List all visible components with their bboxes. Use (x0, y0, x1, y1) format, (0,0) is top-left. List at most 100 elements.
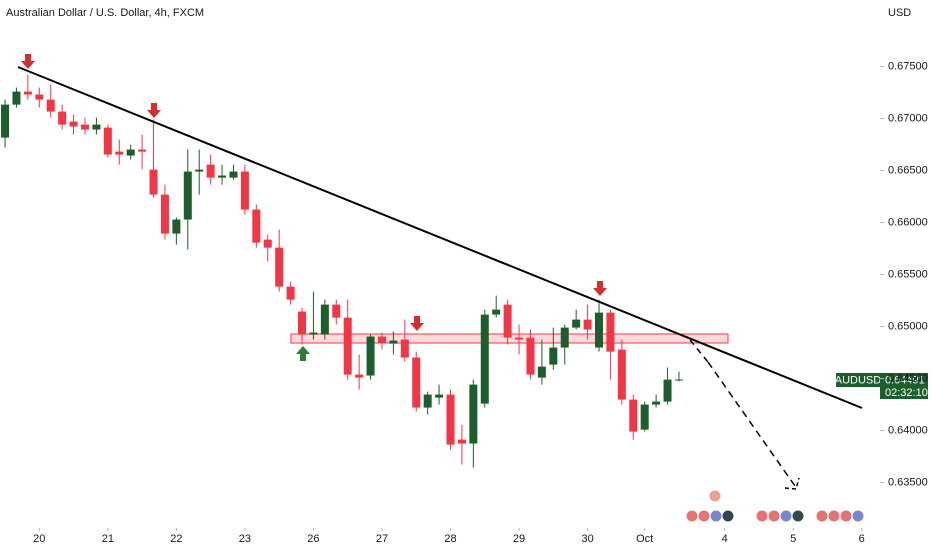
event-icon (709, 509, 723, 523)
x-tick-label: Oct (636, 533, 653, 545)
candle-body (286, 286, 295, 300)
candle-body (1, 104, 10, 138)
event-icon (851, 509, 865, 523)
candle-body (355, 374, 364, 378)
candle-body (412, 357, 421, 408)
symbol-label: AUDUSD (835, 374, 882, 386)
projection-down (707, 361, 796, 487)
candle-body (138, 149, 147, 152)
candle-body (583, 319, 592, 330)
x-tick-label: 26 (307, 533, 319, 545)
candle-body (674, 379, 683, 381)
candle-body (606, 312, 615, 352)
projection-up (689, 339, 709, 363)
candle-body (629, 399, 638, 432)
event-icon (839, 509, 853, 523)
y-tick-label: 0.66500 (888, 164, 928, 176)
x-tick-label: 22 (170, 533, 182, 545)
candle-body (435, 394, 444, 398)
x-tick-label: 30 (581, 533, 593, 545)
candle-body (377, 336, 386, 343)
event-icon (721, 509, 735, 523)
candle-body (12, 91, 21, 105)
y-tick-label: 0.64500 (888, 372, 928, 384)
candle-body (80, 124, 89, 130)
x-tick-label: 6 (859, 533, 865, 545)
candles (1, 74, 683, 468)
candle-body (206, 164, 215, 178)
x-tick-label: 4 (722, 533, 728, 545)
x-tick-label: 27 (376, 533, 388, 545)
candle-body (298, 311, 307, 335)
candle-body (240, 171, 249, 210)
candle-body (572, 319, 581, 328)
x-tick-label: 29 (513, 533, 525, 545)
y-tick-label: 0.65000 (888, 320, 928, 332)
y-tick-label: 0.67000 (888, 112, 928, 124)
candle-body (469, 384, 478, 444)
countdown: 02:32:10 (885, 387, 928, 399)
candle-body (229, 171, 238, 178)
event-icon (708, 489, 722, 503)
y-tick-label: 0.66000 (888, 216, 928, 228)
event-icon (697, 509, 711, 523)
candle-body (400, 339, 409, 358)
candle-body (149, 169, 158, 195)
candle-body (92, 124, 101, 130)
x-tick-label: 21 (102, 533, 114, 545)
down-arrow (593, 281, 607, 296)
candle-body (23, 91, 32, 95)
candle-body (366, 336, 375, 376)
price-tag (880, 373, 928, 399)
candle-body (183, 171, 192, 220)
candle-body (252, 209, 261, 243)
candle-body (617, 349, 626, 400)
candle-body (537, 366, 546, 378)
candle-body (663, 379, 672, 402)
candle-body (503, 304, 512, 338)
event-icon (685, 509, 699, 523)
candle-body (126, 149, 135, 156)
event-icon (767, 509, 781, 523)
candle-body (58, 111, 67, 125)
event-icon (755, 509, 769, 523)
projection-arrow-head (784, 477, 800, 490)
candle-body (332, 304, 341, 318)
candle-body (640, 404, 649, 430)
symbol-tag (836, 373, 880, 387)
candle-body (160, 194, 169, 234)
down-arrow (410, 316, 424, 331)
candle-body (275, 247, 284, 287)
down-arrows (21, 54, 607, 331)
up-arrow (296, 346, 310, 361)
candle-body (526, 337, 535, 375)
candle-body (218, 175, 227, 178)
candle-body (480, 314, 489, 404)
trend-line (17, 66, 863, 409)
candle-body (35, 94, 44, 100)
candle-body (515, 337, 524, 340)
down-arrow (21, 54, 35, 69)
candle-body (46, 99, 55, 112)
candle-body (103, 127, 112, 155)
x-tick-label: 20 (33, 533, 45, 545)
event-icon (827, 509, 841, 523)
candle-body (652, 401, 661, 405)
candle-body (389, 340, 398, 344)
candle-body (446, 394, 455, 445)
x-tick-label: 23 (239, 533, 251, 545)
y-tick-label: 0.64000 (888, 424, 928, 436)
candle-body (549, 347, 558, 365)
x-tick-label: 28 (444, 533, 456, 545)
currency-label: USD (888, 7, 911, 19)
candle-body (309, 332, 318, 335)
candle-body (457, 439, 466, 444)
down-arrow (147, 103, 161, 118)
y-tick-label: 0.67500 (888, 60, 928, 72)
candle-body (595, 312, 604, 348)
candle-body (263, 239, 272, 248)
candle-body (69, 121, 78, 127)
